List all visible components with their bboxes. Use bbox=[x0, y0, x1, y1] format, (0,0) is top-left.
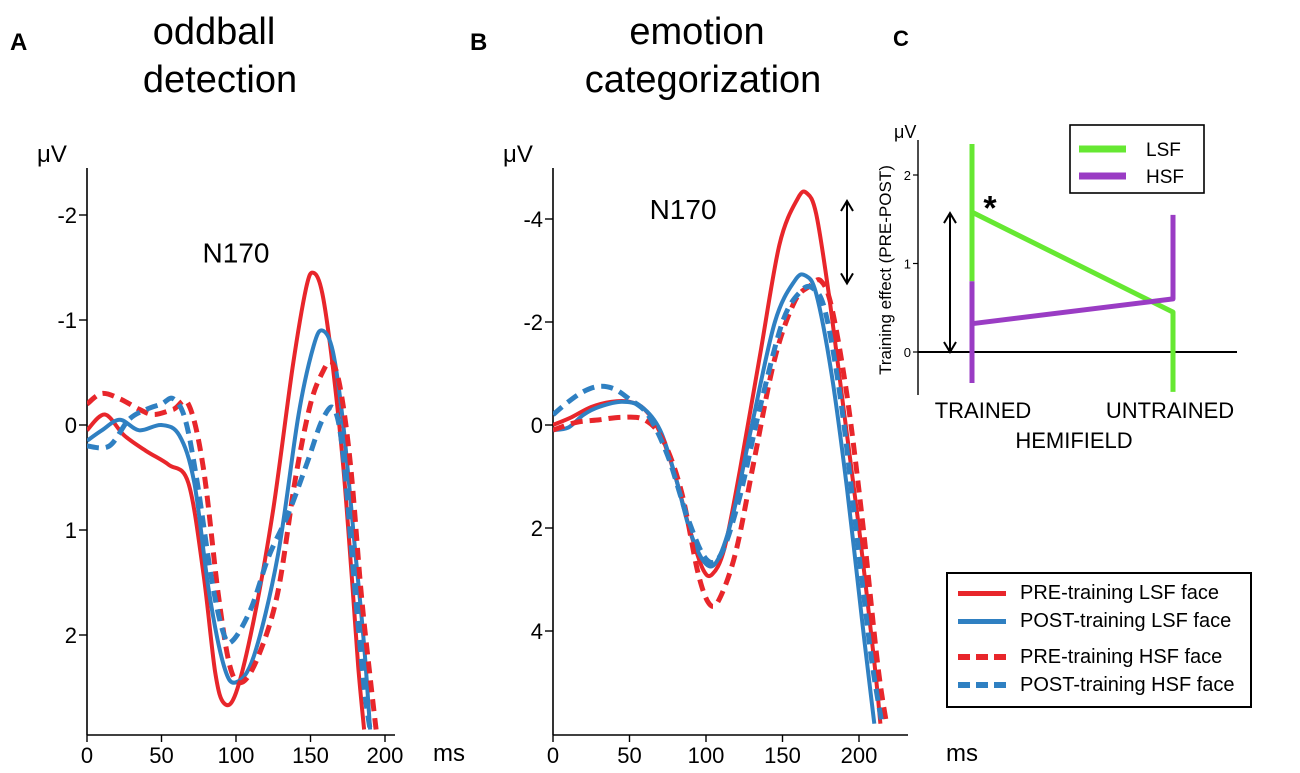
y-tick-label: 0 bbox=[65, 413, 77, 438]
x-axis-unit-label: ms bbox=[433, 740, 465, 767]
legend-label: PRE-training LSF face bbox=[1020, 581, 1219, 604]
panel-b-title-line2: categorization bbox=[585, 59, 822, 101]
y-tick-label: 2 bbox=[904, 168, 911, 183]
x-tick-label: 50 bbox=[617, 743, 641, 768]
y-tick-label: 0 bbox=[904, 345, 911, 360]
x-tick-label: 150 bbox=[764, 743, 801, 768]
x-tick-label: 0 bbox=[547, 743, 559, 768]
x-tick-label: 0 bbox=[81, 743, 93, 768]
y-tick-label: 0 bbox=[531, 413, 543, 438]
panel-a-chart: -2 -1 0 1 2 0 50 100 150 200 μV ms N170 bbox=[37, 141, 465, 768]
legend-swatch bbox=[958, 590, 1006, 596]
series-line-pre-training-lsf-face bbox=[553, 189, 883, 724]
panel-letter-a: A bbox=[10, 29, 27, 56]
legend-label: POST-training HSF face bbox=[1020, 673, 1235, 696]
y-axis-title: Training effect (PRE-POST) bbox=[876, 165, 895, 375]
x-axis-title: HEMIFIELD bbox=[1015, 428, 1132, 453]
x-tick-label: 200 bbox=[367, 743, 404, 768]
inset-legend-box bbox=[1069, 124, 1205, 194]
arrow-head-up bbox=[840, 199, 854, 212]
panel-a-title-line1: oddball bbox=[153, 11, 276, 53]
y-axis-unit-label: μV bbox=[503, 141, 533, 168]
series-line-pre-training-lsf-face bbox=[87, 270, 367, 730]
y-tick-label: -4 bbox=[523, 207, 543, 232]
panel-letter-b: B bbox=[470, 29, 487, 56]
series-line-pre-training-hsf-face bbox=[87, 358, 379, 730]
y-tick-label: 2 bbox=[65, 623, 77, 648]
y-tick-label: 4 bbox=[531, 619, 543, 644]
n170-label: N170 bbox=[650, 194, 717, 225]
panel-letter-c: C bbox=[893, 26, 909, 51]
arrow-head-down bbox=[840, 272, 854, 286]
category-label-trained: TRAINED bbox=[935, 398, 1032, 423]
legend-swatch bbox=[958, 618, 1006, 624]
legend-label: POST-training LSF face bbox=[1020, 609, 1232, 632]
y-axis-unit-label: μV bbox=[894, 122, 916, 142]
y-tick-label: 2 bbox=[531, 516, 543, 541]
y-tick-label: -2 bbox=[57, 203, 77, 228]
y-tick-label: -1 bbox=[57, 308, 77, 333]
category-label-untrained: UNTRAINED bbox=[1106, 398, 1234, 423]
legend-swatch bbox=[958, 682, 1006, 688]
panel-b-title-line1: emotion bbox=[629, 11, 764, 53]
series-line-post-training-hsf-face bbox=[87, 395, 373, 730]
panel-a-title-line2: detection bbox=[143, 59, 297, 101]
series-line-post-training-lsf-face bbox=[553, 272, 877, 724]
panel-b-chart: -4 -2 0 2 4 0 50 100 150 200 μV ms N170 bbox=[503, 141, 978, 768]
x-tick-label: 200 bbox=[841, 743, 878, 768]
significance-star: * bbox=[983, 190, 997, 228]
x-tick-label: 150 bbox=[292, 743, 329, 768]
inset-legend-label: LSF bbox=[1146, 140, 1181, 161]
x-axis-unit-label: ms bbox=[946, 740, 978, 767]
legend-item: POST-training HSF face bbox=[958, 672, 1235, 698]
y-tick-label: 1 bbox=[904, 257, 911, 272]
effect-line-lsf bbox=[969, 209, 1176, 315]
y-axis-unit-label: μV bbox=[37, 141, 67, 168]
legend-item: PRE-training LSF face bbox=[958, 580, 1219, 606]
series-line-post-training-lsf-face bbox=[87, 328, 373, 730]
series-line-post-training-hsf-face bbox=[553, 283, 885, 725]
arrow-head-down bbox=[943, 341, 957, 354]
legend-item: POST-training LSF face bbox=[958, 608, 1231, 634]
x-tick-label: 100 bbox=[218, 743, 255, 768]
legend-item: PRE-training HSF face bbox=[958, 644, 1222, 670]
legend-label: PRE-training HSF face bbox=[1020, 645, 1223, 668]
arrow-head-up bbox=[943, 211, 957, 224]
main-legend: PRE-training LSF face POST-training LSF … bbox=[946, 572, 1252, 708]
x-tick-label: 100 bbox=[688, 743, 725, 768]
n170-label: N170 bbox=[203, 237, 270, 268]
y-tick-label: 1 bbox=[65, 518, 77, 543]
inset-legend-label: HSF bbox=[1146, 167, 1184, 188]
y-tick-label: -2 bbox=[523, 310, 543, 335]
effect-line-hsf bbox=[969, 296, 1176, 327]
legend-swatch bbox=[958, 654, 1006, 660]
x-tick-label: 50 bbox=[149, 743, 173, 768]
series-line-pre-training-hsf-face bbox=[553, 277, 889, 725]
panel-c-chart: 0 1 2 μV Training effect (PRE-POST) TRAINED UN… bbox=[876, 122, 1237, 453]
inset-legend: LSF HSF bbox=[1069, 124, 1205, 194]
